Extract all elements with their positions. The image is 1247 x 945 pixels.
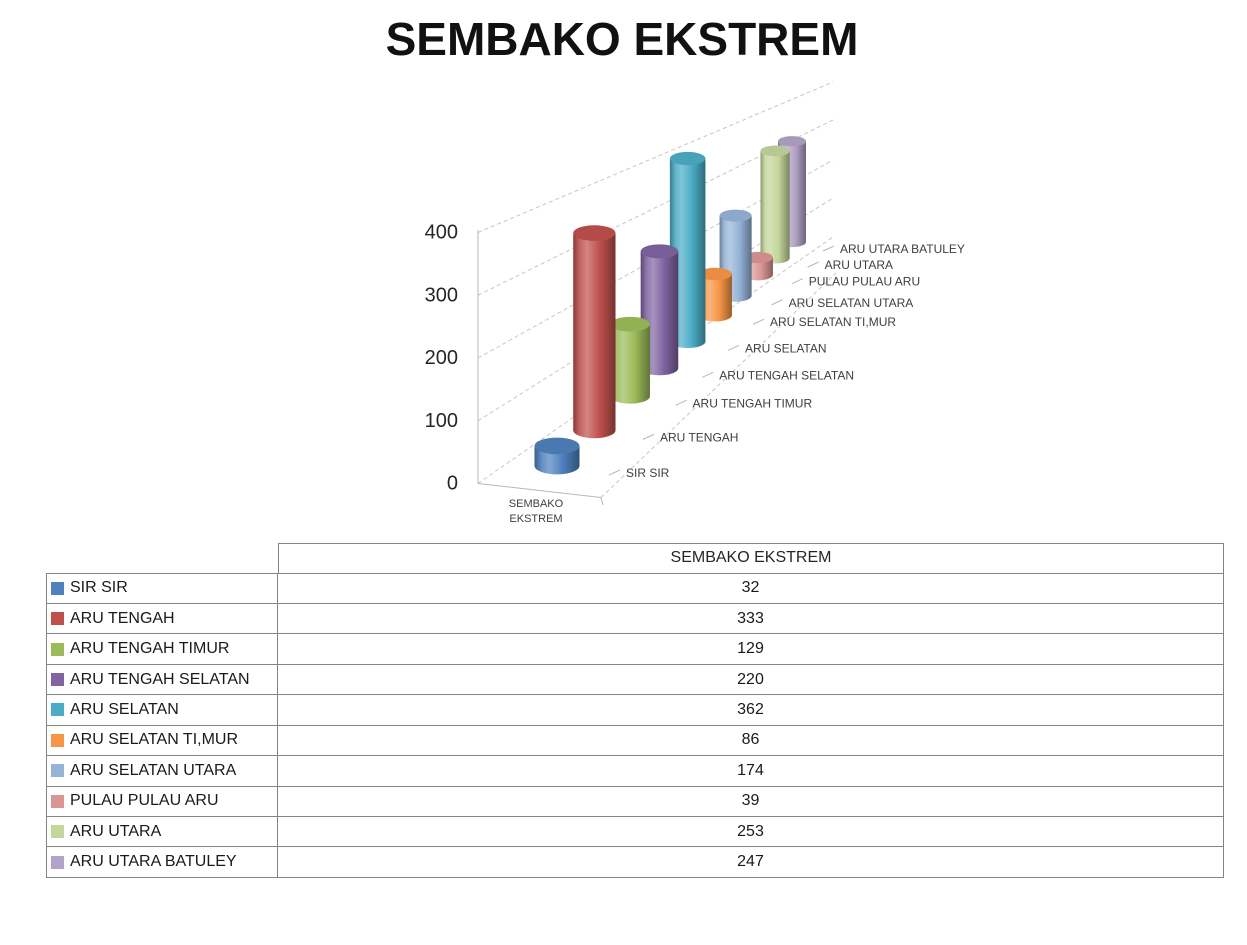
legend-label: ARU TENGAH TIMUR [70, 640, 230, 658]
legend-color-swatch [51, 612, 64, 626]
depth-axis-tick [727, 345, 740, 351]
legend-color-swatch [51, 794, 64, 808]
legend-cell: ARU TENGAH SELATAN [46, 664, 278, 696]
depth-axis-tick [791, 278, 803, 285]
category-label: ARU SELATAN UTARA [789, 296, 914, 310]
legend-cell: ARU TENGAH TIMUR [46, 634, 278, 665]
legend-color-swatch [51, 825, 64, 839]
depth-axis-tick [675, 399, 687, 406]
value-axis-tick-label: 200 [425, 347, 458, 369]
table-row: ARU SELATAN 362 [46, 695, 1224, 726]
cylinder-aru-tengah[interactable] [573, 225, 616, 439]
category-label: ARU TENGAH [660, 430, 738, 444]
table-row: ARU TENGAH TIMUR 129 [46, 634, 1224, 665]
legend-color-swatch [51, 855, 64, 869]
value-cell: 174 [278, 756, 1224, 787]
value-cell: 32 [278, 573, 1224, 604]
legend-cell: ARU TENGAH [46, 603, 278, 635]
legend-color-swatch [51, 581, 64, 595]
legend-cell: ARU UTARA [46, 817, 278, 848]
value-cell: 220 [278, 664, 1224, 696]
legend-label: SIR SIR [70, 579, 128, 597]
category-label: ARU UTARA BATULEY [840, 242, 965, 256]
depth-axis-tick [752, 318, 765, 325]
cylinder-aru-tengah-selatan[interactable] [640, 244, 679, 376]
legend-color-swatch [51, 642, 64, 656]
table-row: ARU UTARA BATULEY 247 [46, 847, 1224, 878]
depth-axis-tick [702, 371, 714, 378]
table-row: ARU TENGAH 333 [46, 603, 1224, 635]
cylinder-chart-svg: 0 100 200 300 400 SIR SIR ARU TENGAH ARU TENGAH… [425, 81, 965, 525]
category-label: ARU TENGAH SELATAN [719, 368, 854, 382]
legend-cell: ARU UTARA BATULEY [46, 847, 278, 878]
table-header-cell: SEMBAKO EKSTREM [278, 543, 1224, 573]
chart-axis-title: SEMBAKO EKSTREM [509, 498, 564, 525]
table-body: SIR SIR 32 ARU TENGAH 333 ARU TENGAH TIMUR 12… [46, 572, 1224, 878]
legend-cell: PULAU PULAU ARU [46, 786, 278, 817]
value-axis-tick-label: 400 [425, 222, 458, 244]
table-row: PULAU PULAU ARU 39 [46, 786, 1224, 817]
legend-label: ARU UTARA BATULEY [70, 853, 237, 871]
floor-front-edge [477, 483, 602, 498]
wall-gridline [477, 81, 834, 233]
category-axis-tick [600, 497, 604, 506]
depth-axis-tick [807, 261, 819, 268]
floor-depth-edge [600, 272, 837, 498]
value-cell: 247 [278, 847, 1224, 878]
category-label: ARU SELATAN TI,MUR [770, 315, 896, 329]
category-label: ARU TENGAH TIMUR [693, 396, 813, 410]
data-table: SEMBAKO EKSTREM SIR SIR 32 ARU TENGAH 333 ARU… [46, 543, 1224, 878]
value-axis-tick-label: 300 [425, 284, 458, 306]
category-label: ARU SELATAN [745, 341, 827, 355]
value-cell: 129 [278, 634, 1224, 665]
legend-label: ARU SELATAN TI,MUR [70, 731, 239, 749]
table-row: ARU TENGAH SELATAN 220 [46, 664, 1224, 696]
table-row: ARU SELATAN UTARA 174 [46, 756, 1224, 787]
legend-color-swatch [51, 733, 64, 747]
depth-axis-tick [822, 245, 835, 252]
cylinder-aru-utara[interactable] [760, 145, 790, 264]
value-axis-tick-label: 0 [447, 473, 458, 495]
legend-cell: ARU SELATAN TI,MUR [46, 725, 278, 757]
category-label: PULAU PULAU ARU [809, 275, 920, 289]
table-header-spacer [46, 543, 278, 573]
depth-axis-tick [771, 299, 783, 306]
cylinder-sir-sir[interactable] [534, 437, 580, 475]
value-cell: 253 [278, 817, 1224, 848]
legend-label: ARU TENGAH SELATAN [70, 670, 250, 688]
value-cell: 362 [278, 695, 1224, 726]
legend-color-swatch [51, 764, 64, 778]
value-cell: 39 [278, 786, 1224, 817]
legend-cell: ARU SELATAN [46, 695, 278, 726]
depth-axis-tick [642, 433, 655, 440]
depth-axis-tick [608, 469, 621, 476]
table-row: ARU UTARA 253 [46, 817, 1224, 848]
legend-cell: SIR SIR [46, 573, 278, 604]
legend-label: PULAU PULAU ARU [70, 792, 219, 810]
legend-cell: ARU SELATAN UTARA [46, 756, 278, 787]
category-label: SIR SIR [626, 466, 670, 480]
value-axis-tick-label: 100 [425, 410, 458, 432]
legend-label: ARU UTARA [70, 822, 162, 840]
chart-title: SEMBAKO EKSTREM [385, 13, 859, 65]
legend-label: ARU SELATAN UTARA [70, 761, 237, 779]
table-row: ARU SELATAN TI,MUR 86 [46, 725, 1224, 757]
legend-label: ARU SELATAN [70, 700, 179, 718]
table-header-row: SEMBAKO EKSTREM [46, 543, 1224, 573]
legend-color-swatch [51, 673, 64, 687]
table-row: SIR SIR 32 [46, 573, 1224, 604]
cylinder-aru-tengah-timur[interactable] [610, 316, 650, 404]
value-cell: 86 [278, 725, 1224, 757]
legend-color-swatch [51, 703, 64, 717]
value-cell: 333 [278, 603, 1224, 635]
legend-label: ARU TENGAH [70, 609, 175, 627]
category-label: ARU UTARA [825, 258, 893, 272]
